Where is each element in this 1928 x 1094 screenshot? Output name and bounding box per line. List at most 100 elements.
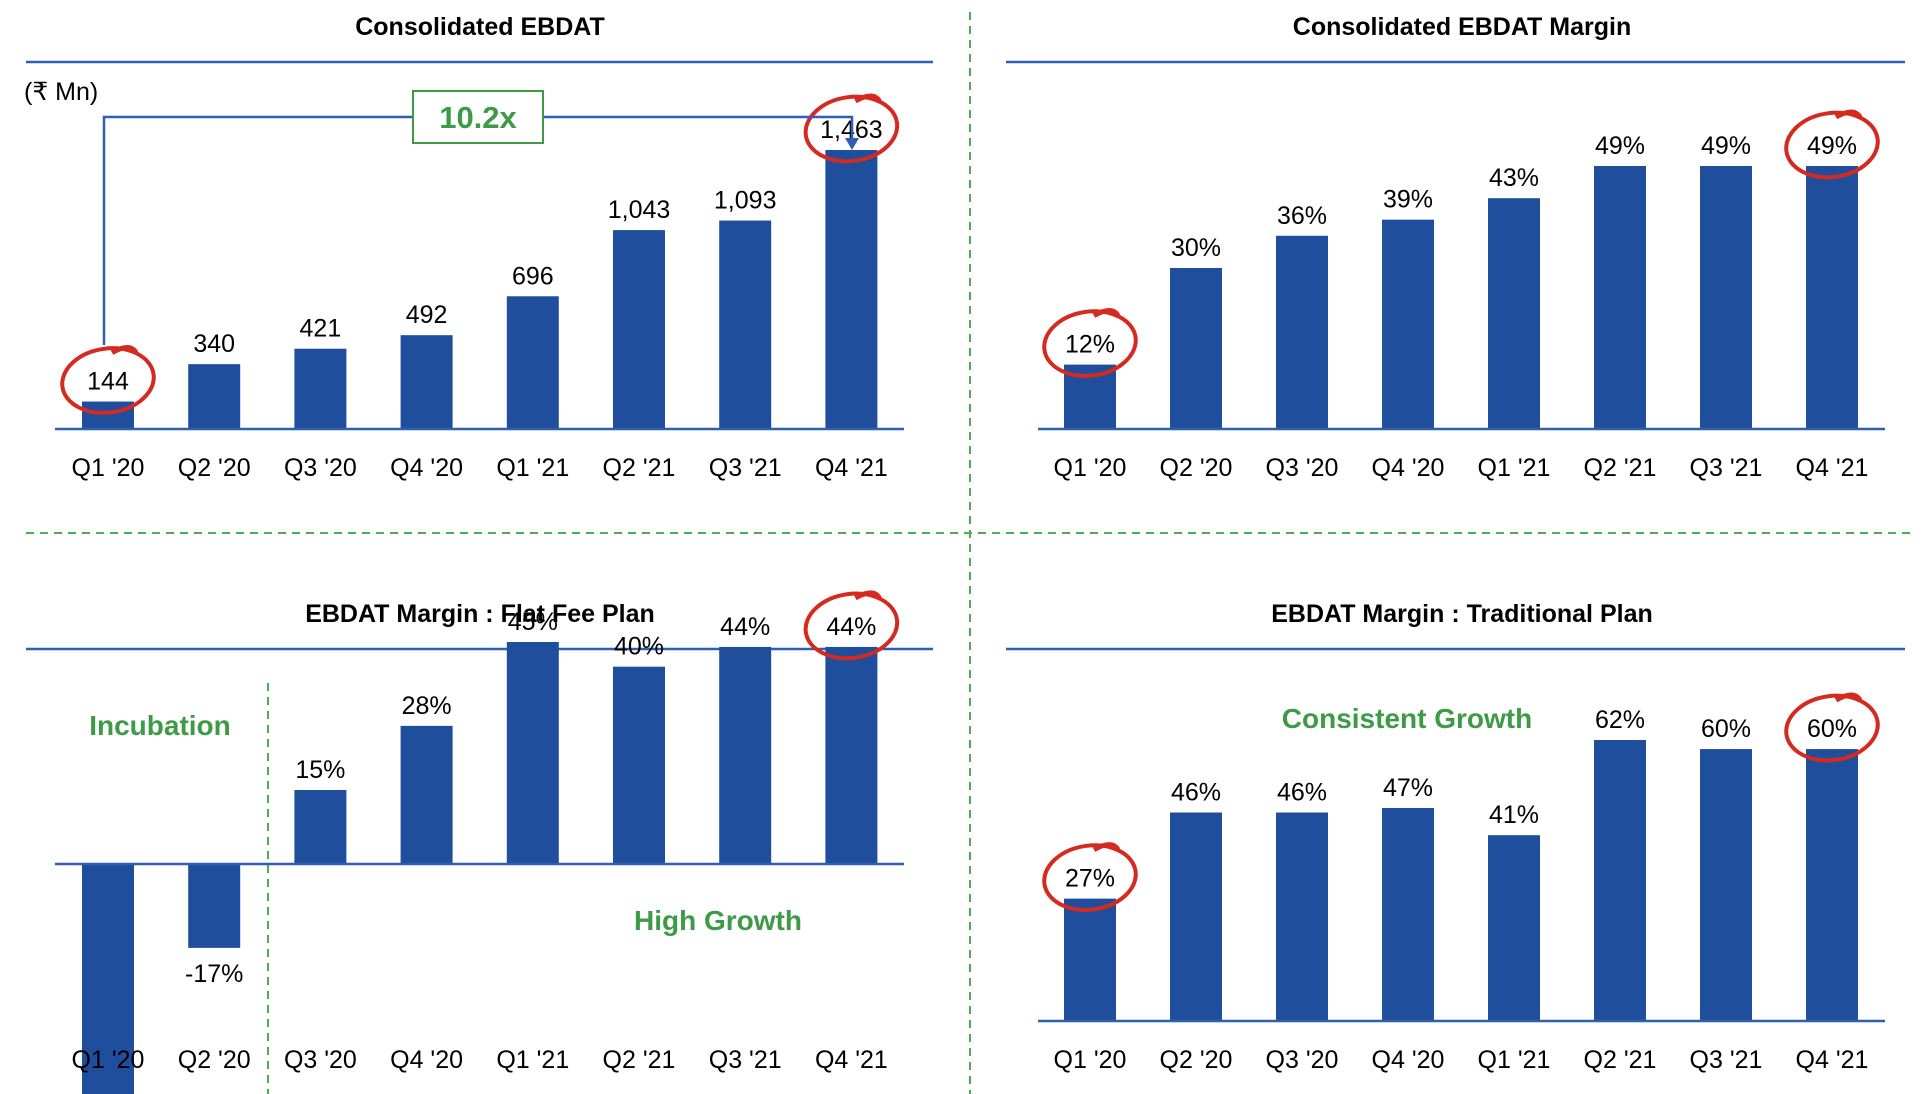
data-label: 46%	[1277, 779, 1327, 807]
growth-multiple-box	[412, 90, 544, 144]
bar	[1064, 898, 1116, 1021]
x-tick-label: Q3 '20	[1266, 454, 1339, 482]
data-label: 39%	[1383, 186, 1433, 214]
x-tick-label: Q1 '20	[72, 1046, 145, 1074]
growth-arrowhead	[845, 138, 859, 150]
x-tick-label: Q1 '20	[72, 454, 145, 482]
unit-label: (₹ Mn)	[24, 78, 98, 106]
data-label: 40%	[614, 633, 664, 661]
x-tick-label: Q2 '21	[603, 454, 676, 482]
consistent-growth-label: Consistent Growth	[1282, 703, 1532, 734]
bar	[1276, 235, 1328, 429]
data-label: 49%	[1595, 132, 1645, 160]
growth-multiple-label: 10.2x	[439, 100, 517, 135]
bar	[506, 642, 559, 864]
x-tick-label: Q1 '21	[496, 454, 569, 482]
x-tick-label: Q3 '21	[1690, 454, 1763, 482]
x-tick-label: Q1 '20	[1054, 454, 1127, 482]
bar	[613, 666, 665, 864]
data-label: 1,043	[608, 196, 671, 224]
growth-annotation: 10.2x	[102, 90, 859, 345]
bar	[719, 220, 772, 429]
bar	[1488, 835, 1540, 1021]
x-tick-label: Q3 '21	[1690, 1046, 1763, 1074]
data-label: 144	[87, 368, 129, 396]
x-tick-label: Q2 '20	[1160, 454, 1233, 482]
data-label: 49%	[1807, 132, 1857, 160]
data-label: 47%	[1383, 774, 1433, 802]
bar	[613, 230, 665, 429]
bar	[1594, 740, 1646, 1021]
phase-label-incubation: Incubation	[89, 710, 231, 741]
bar	[82, 864, 134, 1094]
highlight-circle	[1784, 109, 1880, 180]
bar	[400, 335, 453, 429]
x-tick-label: Q4 '20	[390, 1046, 463, 1074]
data-label: 15%	[295, 756, 345, 784]
x-tick-label: Q4 '20	[390, 454, 463, 482]
chart-title: Consolidated EBDAT Margin	[1293, 13, 1631, 41]
bar	[1170, 267, 1222, 429]
x-tick-label: Q1 '21	[1478, 1046, 1551, 1074]
data-label: 421	[300, 315, 342, 343]
bar	[825, 646, 878, 864]
bar	[1170, 812, 1222, 1021]
data-label: 340	[193, 330, 235, 358]
x-tick-label: Q1 '21	[496, 1046, 569, 1074]
bar	[1276, 812, 1328, 1021]
x-tick-label: Q3 '20	[1266, 1046, 1339, 1074]
x-tick-label: Q2 '20	[1160, 1046, 1233, 1074]
bar	[1382, 219, 1434, 429]
bar	[294, 348, 347, 429]
data-label: 12%	[1065, 331, 1115, 359]
x-tick-label: Q4 '21	[1796, 1046, 1869, 1074]
data-label: 60%	[1701, 715, 1751, 743]
data-label: -17%	[185, 960, 243, 988]
x-tick-label: Q2 '21	[1584, 1046, 1657, 1074]
data-label: 43%	[1489, 164, 1539, 192]
bar	[1488, 198, 1540, 429]
data-label: 28%	[402, 692, 452, 720]
x-tick-label: Q1 '21	[1478, 454, 1551, 482]
chart-consolidated-ebdat-margin: Consolidated EBDAT Margin 12% Q1 '20 30% Q2…	[1006, 13, 1905, 482]
x-tick-label: Q4 '20	[1372, 1046, 1445, 1074]
highlight-circle	[803, 93, 900, 164]
highlight-circle	[1042, 308, 1138, 378]
bar	[1594, 166, 1646, 429]
x-tick-label: Q2 '20	[178, 454, 251, 482]
data-label: 45%	[508, 608, 558, 636]
chart-flat-fee-margin: EBDAT Margin : Flat Fee Plan Incubation …	[26, 590, 933, 1094]
phase-label-high-growth: High Growth	[634, 905, 802, 936]
x-tick-label: Q4 '20	[1372, 454, 1445, 482]
data-label: 30%	[1171, 234, 1221, 262]
bar	[1382, 807, 1434, 1021]
x-tick-label: Q4 '21	[815, 454, 888, 482]
data-label: 36%	[1277, 202, 1327, 230]
highlight-circle	[1042, 842, 1138, 912]
data-label: 62%	[1595, 706, 1645, 734]
data-label: 44%	[720, 613, 770, 641]
x-tick-label: Q2 '21	[603, 1046, 676, 1074]
x-tick-label: Q1 '20	[1054, 1046, 1127, 1074]
highlight-circle	[60, 345, 156, 415]
x-tick-label: Q4 '21	[1796, 454, 1869, 482]
highlight-circle	[803, 590, 900, 661]
bar	[506, 296, 559, 429]
x-tick-label: Q3 '21	[709, 454, 782, 482]
bar	[400, 725, 453, 864]
chart-title: Consolidated EBDAT	[355, 13, 605, 41]
data-label: 46%	[1171, 779, 1221, 807]
bar	[1806, 749, 1858, 1021]
data-label: 41%	[1489, 801, 1539, 829]
bar	[294, 790, 347, 864]
data-label: 49%	[1701, 132, 1751, 160]
chart-title: EBDAT Margin : Traditional Plan	[1271, 600, 1653, 628]
chart-title: EBDAT Margin : Flat Fee Plan	[305, 600, 655, 628]
bar	[188, 864, 241, 948]
bar	[825, 150, 878, 429]
bar	[1700, 166, 1752, 429]
data-label: 44%	[826, 613, 876, 641]
x-tick-label: Q3 '20	[284, 1046, 357, 1074]
x-tick-label: Q3 '20	[284, 454, 357, 482]
